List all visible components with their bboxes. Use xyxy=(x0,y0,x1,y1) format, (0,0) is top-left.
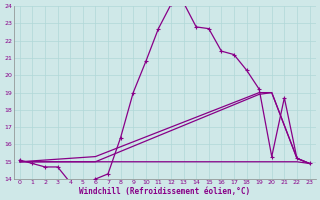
X-axis label: Windchill (Refroidissement éolien,°C): Windchill (Refroidissement éolien,°C) xyxy=(79,187,250,196)
